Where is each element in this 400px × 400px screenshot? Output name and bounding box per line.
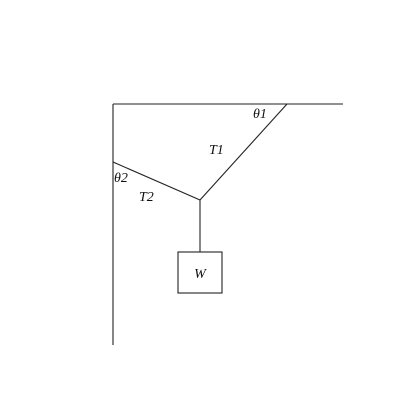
tension1-label: T1 (209, 143, 224, 158)
weight-label: W (194, 267, 207, 282)
theta1-label: θ1 (253, 107, 267, 122)
theta2-label: θ2 (114, 171, 128, 186)
tension2-label: T2 (139, 190, 154, 205)
weight-box (177, 251, 223, 294)
rope-t2 (112, 161, 201, 201)
rope-t1 (199, 103, 288, 201)
